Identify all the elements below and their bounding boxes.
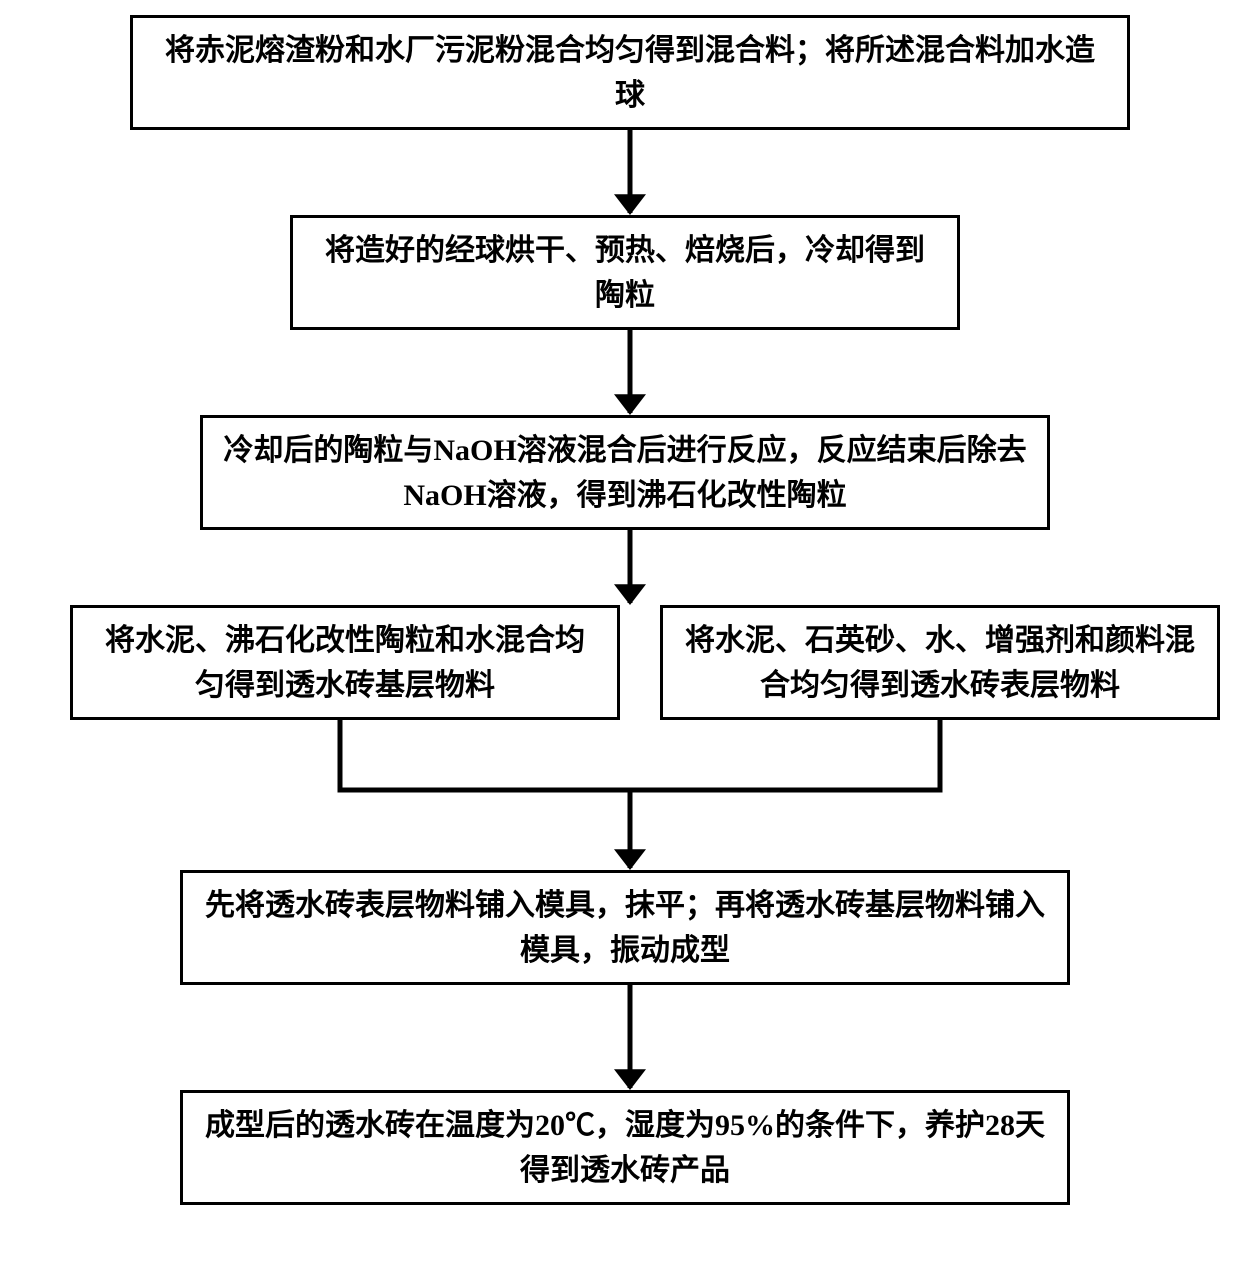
box-text: 将水泥、沸石化改性陶粒和水混合均匀得到透水砖基层物料 bbox=[93, 618, 597, 708]
box-step-3: 冷却后的陶粒与NaOH溶液混合后进行反应，反应结束后除去NaOH溶液，得到沸石化… bbox=[200, 415, 1050, 530]
box-text: 先将透水砖表层物料铺入模具，抹平；再将透水砖基层物料铺入模具，振动成型 bbox=[203, 883, 1047, 973]
box-step-4a: 将水泥、沸石化改性陶粒和水混合均匀得到透水砖基层物料 bbox=[70, 605, 620, 720]
box-step-1: 将赤泥熔渣粉和水厂污泥粉混合均匀得到混合料；将所述混合料加水造球 bbox=[130, 15, 1130, 130]
box-step-4b: 将水泥、石英砂、水、增强剂和颜料混合均匀得到透水砖表层物料 bbox=[660, 605, 1220, 720]
box-step-5: 先将透水砖表层物料铺入模具，抹平；再将透水砖基层物料铺入模具，振动成型 bbox=[180, 870, 1070, 985]
box-text: 将赤泥熔渣粉和水厂污泥粉混合均匀得到混合料；将所述混合料加水造球 bbox=[153, 28, 1107, 118]
box-step-2: 将造好的经球烘干、预热、焙烧后，冷却得到陶粒 bbox=[290, 215, 960, 330]
box-text: 成型后的透水砖在温度为20℃，湿度为95%的条件下，养护28天得到透水砖产品 bbox=[203, 1103, 1047, 1193]
box-step-6: 成型后的透水砖在温度为20℃，湿度为95%的条件下，养护28天得到透水砖产品 bbox=[180, 1090, 1070, 1205]
box-text: 冷却后的陶粒与NaOH溶液混合后进行反应，反应结束后除去NaOH溶液，得到沸石化… bbox=[223, 428, 1027, 518]
box-text: 将水泥、石英砂、水、增强剂和颜料混合均匀得到透水砖表层物料 bbox=[683, 618, 1197, 708]
box-text: 将造好的经球烘干、预热、焙烧后，冷却得到陶粒 bbox=[313, 228, 937, 318]
